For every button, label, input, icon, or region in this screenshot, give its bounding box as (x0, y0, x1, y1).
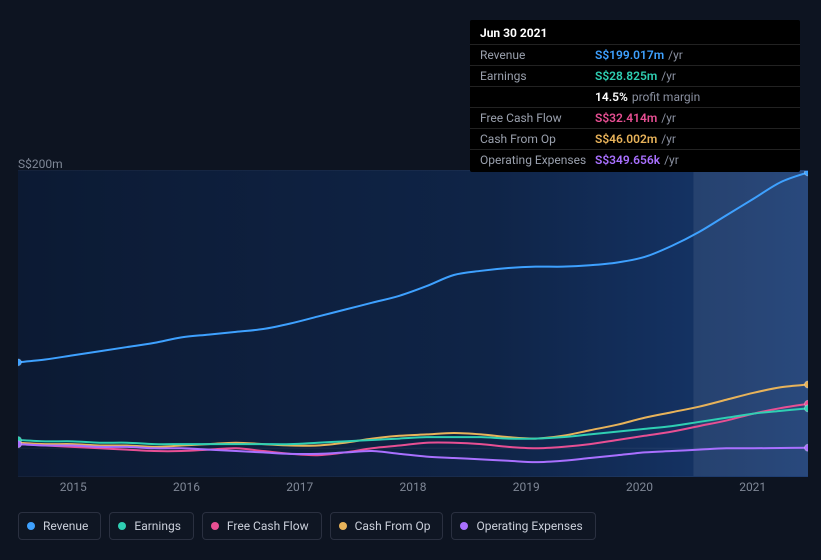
y-tick-label: S$200m (18, 157, 63, 171)
x-tick-label: 2017 (286, 480, 313, 494)
tooltip-row-unit: /yr (668, 47, 683, 63)
legend-label: Free Cash Flow (227, 519, 309, 533)
tooltip-row: EarningsS$28.825m/yr (470, 65, 800, 86)
legend-item[interactable]: Cash From Op (330, 512, 444, 540)
legend-item[interactable]: Revenue (18, 512, 101, 540)
tooltip-row-label: Cash From Op (480, 131, 595, 147)
x-axis: 2015 2016 2017 2018 2019 2020 2021 (18, 480, 808, 500)
chart-legend: Revenue Earnings Free Cash Flow Cash From O… (18, 512, 596, 540)
series-end-marker (805, 405, 809, 412)
tooltip-date: Jun 30 2021 (470, 26, 800, 44)
series-line (18, 408, 808, 444)
series-line (18, 172, 808, 362)
x-tick-label: 2015 (60, 480, 87, 494)
series-end-marker (805, 444, 809, 451)
tooltip-row-value: S$199.017m (595, 47, 664, 63)
tooltip-row-unit: profit margin (632, 89, 700, 105)
x-tick-label: 2016 (173, 480, 200, 494)
tooltip-row-value: S$28.825m (595, 68, 657, 84)
tooltip-row-value: S$32.414m (595, 110, 657, 126)
legend-item[interactable]: Operating Expenses (451, 512, 595, 540)
tooltip-row: Cash From OpS$46.002m/yr (470, 128, 800, 149)
legend-dot-icon (339, 522, 347, 530)
legend-dot-icon (460, 522, 468, 530)
legend-dot-icon (118, 522, 126, 530)
legend-item[interactable]: Free Cash Flow (202, 512, 322, 540)
tooltip-row-unit: /yr (661, 110, 676, 126)
x-tick-label: 2020 (626, 480, 653, 494)
x-tick-label: 2021 (739, 480, 766, 494)
tooltip-row-label: Operating Expenses (480, 152, 595, 168)
series-start-marker (18, 359, 22, 366)
chart-tooltip: Jun 30 2021 RevenueS$199.017m/yrEarnings… (470, 20, 800, 172)
x-tick-label: 2018 (400, 480, 427, 494)
financials-chart: S$200m S$0 -S$20m 2015201620172018201920… (0, 150, 821, 550)
tooltip-row-label: Free Cash Flow (480, 110, 595, 126)
legend-label: Revenue (43, 519, 88, 533)
tooltip-row: 14.5%profit margin (470, 86, 800, 107)
tooltip-row-value: S$349.656k (595, 152, 660, 168)
tooltip-row: Free Cash FlowS$32.414m/yr (470, 107, 800, 128)
tooltip-row: Operating ExpensesS$349.656k/yr (470, 149, 800, 170)
series-start-marker (18, 441, 22, 448)
legend-label: Operating Expenses (476, 519, 582, 533)
tooltip-row: RevenueS$199.017m/yr (470, 44, 800, 65)
tooltip-row-unit: /yr (664, 152, 679, 168)
tooltip-row-unit: /yr (661, 68, 676, 84)
tooltip-row-unit: /yr (661, 131, 676, 147)
legend-item[interactable]: Earnings (109, 512, 194, 540)
tooltip-row-value: S$46.002m (595, 131, 657, 147)
tooltip-row-label: Revenue (480, 47, 595, 63)
chart-plot-area[interactable] (18, 170, 808, 477)
tooltip-row-label: Earnings (480, 68, 595, 84)
x-tick-label: 2019 (513, 480, 540, 494)
series-line (18, 444, 808, 462)
legend-dot-icon (211, 522, 219, 530)
legend-label: Cash From Op (355, 519, 431, 533)
series-end-marker (805, 381, 809, 388)
legend-dot-icon (27, 522, 35, 530)
legend-label: Earnings (134, 519, 181, 533)
tooltip-row-value: 14.5% (595, 89, 628, 105)
